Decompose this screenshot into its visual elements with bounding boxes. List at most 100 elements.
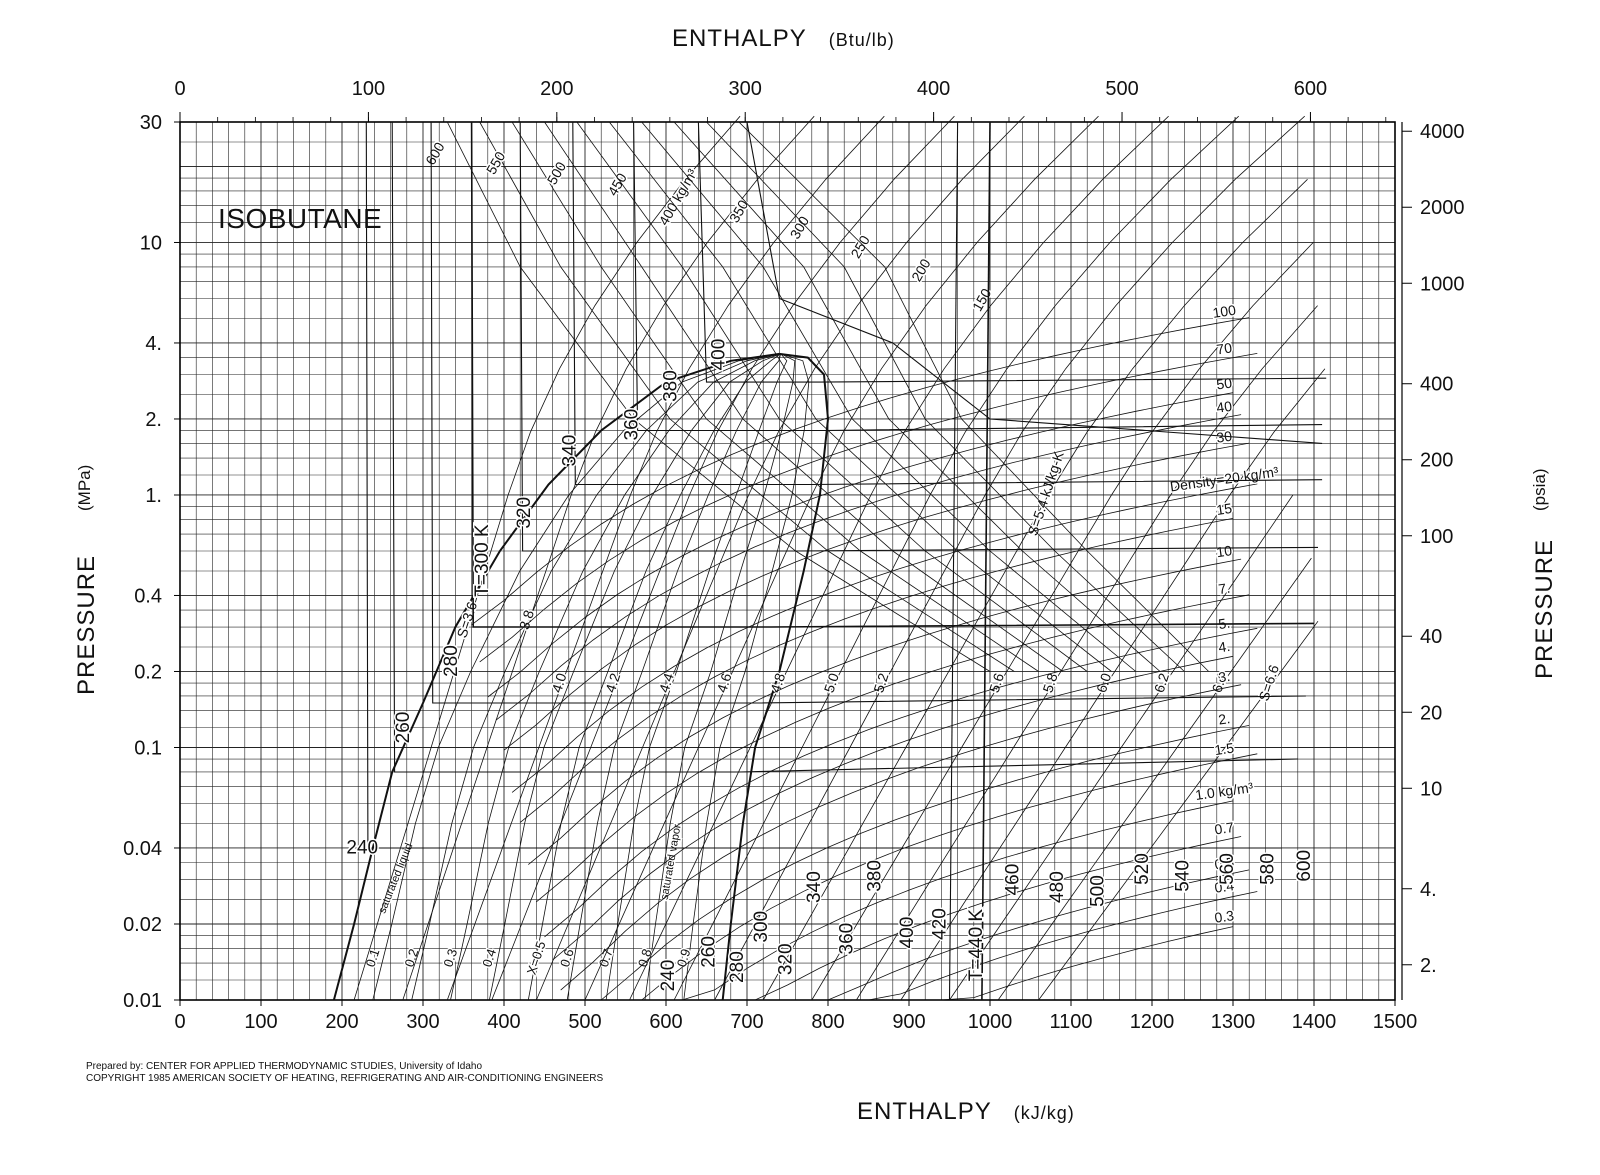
isochore-line	[560, 684, 1242, 991]
vapor-isotherm-label: 360	[836, 923, 857, 955]
left-tick-label: 0.2	[134, 661, 162, 683]
isochore-label: 50	[1215, 374, 1233, 392]
isentrope-line	[900, 368, 1326, 1001]
isochore-label: 1.5	[1213, 739, 1235, 758]
bottom-axis-title: ENTHALPY (kJ/kg)	[857, 1098, 1075, 1126]
bottom-tick-label: 600	[649, 1011, 682, 1033]
isentrope-label: 3.8	[516, 608, 537, 632]
isotherm-label: 380	[661, 370, 682, 402]
left-tick-label: 30	[140, 112, 162, 134]
isentrope-line	[629, 115, 1169, 1001]
quality-label: 0.2	[402, 947, 422, 969]
isochore-line	[503, 442, 1250, 751]
left-tick-label: 10	[140, 232, 162, 254]
isentrope-line	[714, 115, 1305, 1001]
bottom-tick-label: 900	[892, 1011, 925, 1033]
top-tick-label: 300	[729, 78, 762, 100]
isochore-line	[738, 121, 1209, 672]
isochore-label: 400 kg/m³	[655, 166, 700, 228]
isochore-label: 450	[604, 170, 630, 198]
isotherm-label: 320	[514, 497, 535, 529]
isentrope-label: 4.2	[602, 671, 623, 695]
vapor-isotherm-label: T=440 K	[966, 909, 987, 982]
isochore-label: 7.	[1217, 580, 1231, 597]
right-tick-label: 2000	[1420, 197, 1465, 219]
right-tick-label: 400	[1420, 374, 1453, 396]
right-axis-unit: (psia)	[1530, 468, 1549, 511]
isochore-label: 300	[787, 213, 813, 241]
isochore-line	[608, 121, 1112, 672]
quality-line	[683, 354, 810, 1001]
bottom-tick-label: 0	[174, 1011, 185, 1033]
isochore-label: 4.	[1217, 638, 1231, 655]
isochore-line	[536, 594, 1250, 903]
left-axis-unit: (MPa)	[75, 464, 94, 511]
isochore-line	[479, 121, 1015, 672]
top-tick-label: 400	[917, 78, 950, 100]
isotherm-line	[519, 121, 1319, 552]
quality-label: 0.8	[635, 947, 655, 969]
saturated-vapor-label: saturated vapor	[659, 823, 684, 901]
isochore-line	[471, 317, 1250, 626]
quality-line	[489, 354, 779, 1001]
vapor-isotherm-label: 540	[1172, 860, 1193, 892]
quality-line	[644, 354, 796, 1001]
isochore-line	[544, 121, 1064, 672]
quality-line	[527, 354, 780, 1001]
bottom-axis-unit: (kJ/kg)	[1013, 1103, 1075, 1123]
bottom-tick-label: 1200	[1130, 1011, 1175, 1033]
right-tick-label: 2.	[1420, 955, 1437, 977]
top-axis-unit: (Btu/lb)	[828, 30, 895, 50]
isochore-label: 0.7	[1213, 819, 1235, 838]
left-tick-label: 1.	[145, 485, 162, 507]
isentrope-line	[446, 115, 885, 1001]
vapor-isotherm-label: 480	[1047, 871, 1068, 903]
top-tick-label: 100	[352, 78, 385, 100]
vapor-isotherm-label: 240	[658, 960, 679, 992]
right-tick-label: 4000	[1420, 121, 1465, 143]
top-tick-label: 600	[1294, 78, 1327, 100]
top-axis-label: ENTHALPY	[672, 25, 807, 52]
quality-label: X=0.5	[524, 939, 549, 976]
isochore-label: 600	[422, 139, 448, 167]
vapor-isotherm-label: 260	[699, 936, 720, 968]
right-tick-label: 100	[1420, 526, 1453, 548]
isochore-line	[673, 121, 1161, 672]
right-tick-label: 20	[1420, 702, 1442, 724]
quality-label: 0.9	[674, 947, 694, 969]
left-tick-label: 2.	[145, 409, 162, 431]
left-tick-label: 0.1	[134, 737, 162, 759]
bottom-tick-label: 800	[811, 1011, 844, 1033]
isotherm-line	[981, 121, 991, 1001]
isentrope-line	[584, 115, 1099, 1001]
isochore-label: 200	[908, 256, 934, 284]
bottom-tick-label: 1500	[1373, 1011, 1418, 1033]
isentrope-label: 4.4	[656, 671, 677, 695]
quality-label: 0.4	[479, 947, 499, 969]
isochore-label: 350	[726, 197, 752, 225]
bottom-tick-label: 300	[406, 1011, 439, 1033]
vapor-isotherm-label: 320	[776, 943, 797, 975]
isentrope-line	[949, 494, 1294, 1001]
isochore-label: 0.4	[1213, 877, 1235, 896]
isochore-line	[706, 121, 1185, 672]
isotherm-line	[948, 121, 959, 1001]
vapor-isotherm-label: 600	[1294, 850, 1315, 882]
quality-line	[605, 354, 788, 1001]
vapor-isotherm-label: 400	[897, 917, 918, 949]
saturated-liquid-line	[332, 352, 780, 1001]
isochore-label: 100	[1212, 302, 1238, 321]
bottom-tick-label: 1100	[1049, 1011, 1092, 1033]
isentrope-label: 6.2	[1151, 671, 1172, 695]
isentrope-label: 5.6	[986, 671, 1007, 695]
isotherm-line	[391, 121, 1298, 773]
isochore-label: 1.0 kg/m³	[1194, 779, 1254, 803]
isochore-line	[446, 121, 991, 672]
isotherm-line	[470, 121, 1315, 628]
right-tick-label: 4.	[1420, 879, 1437, 901]
isotherm-label: 400	[708, 339, 729, 371]
bottom-tick-label: 1300	[1211, 1011, 1256, 1033]
top-tick-label: 500	[1105, 78, 1138, 100]
bottom-tick-label: 700	[730, 1011, 763, 1033]
